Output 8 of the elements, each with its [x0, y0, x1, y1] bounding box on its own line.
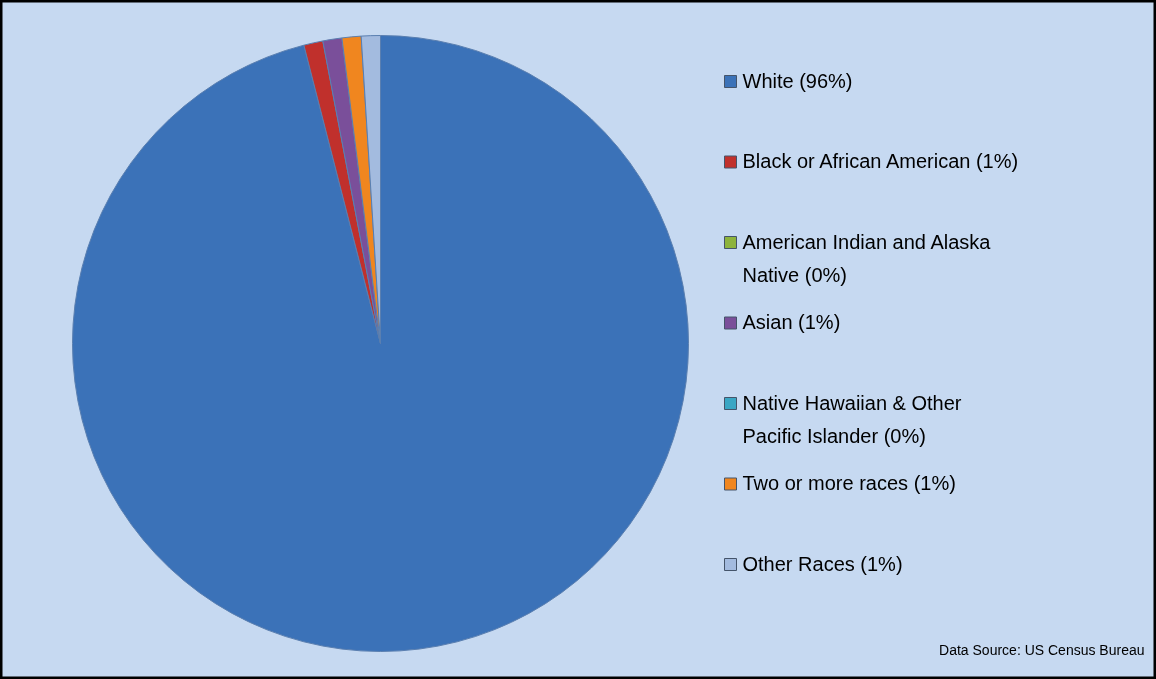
legend-label: Other Races (1%) [742, 552, 903, 575]
source-note: Data Source: US Census Bureau [939, 641, 1145, 658]
legend-label: Native Hawaiian & Other Pacific Islander (0%) [742, 391, 962, 447]
legend-label: American Indian and Alaska Native (0%) [742, 230, 992, 286]
legend-label: Black or African American (1%) [742, 150, 1019, 172]
legend-label: White (96%) [742, 69, 853, 92]
legend-label: Two or more races (1%) [742, 472, 956, 494]
legend-label: Asian (1%) [742, 311, 841, 333]
